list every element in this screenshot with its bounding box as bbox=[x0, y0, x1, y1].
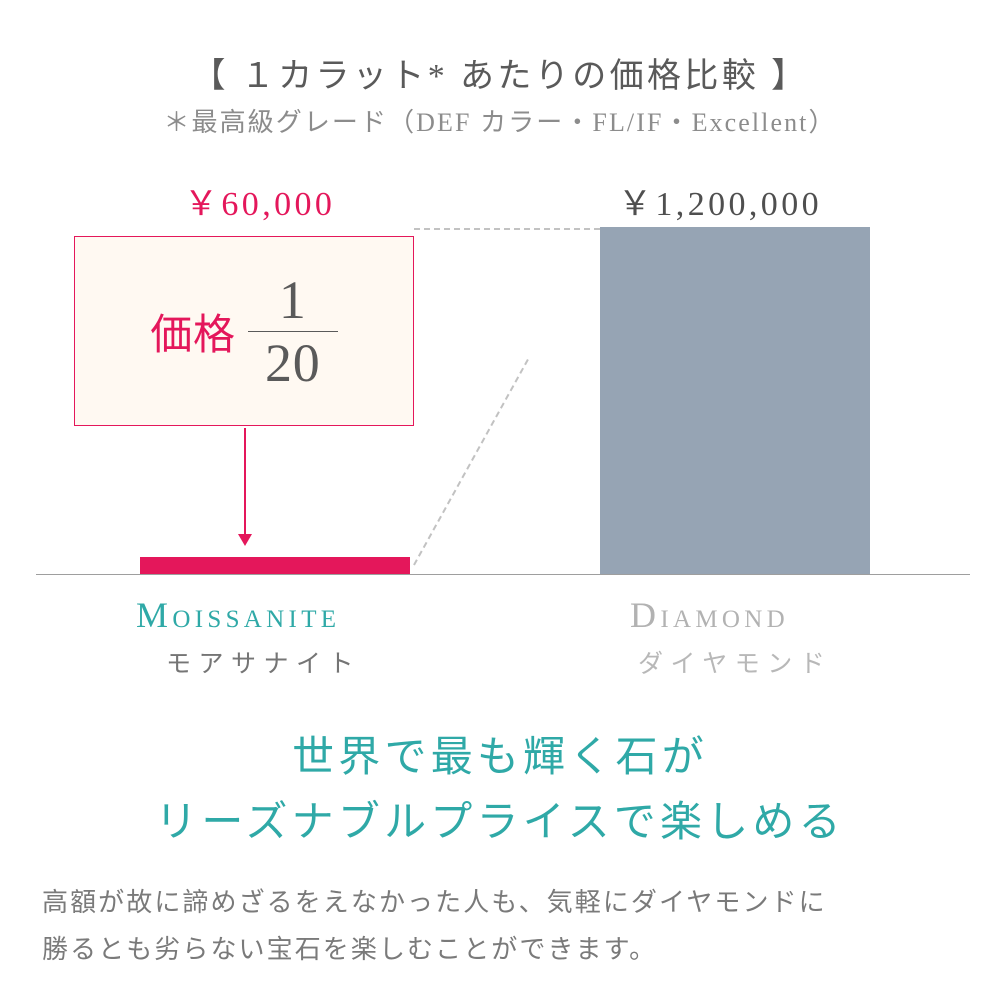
body-text: 高額が故に諦めざるをえなかった人も、気軽にダイヤモンドに 勝るとも劣らない宝石を… bbox=[42, 880, 827, 974]
headline: 世界で最も輝く石が リーズナブルプライスで楽しめる bbox=[0, 726, 1000, 856]
page-subtitle: ＊最高級グレード（DEF カラー・FL/IF・Excellent） bbox=[0, 102, 1000, 139]
body-line1: 高額が故に諦めざるをえなかった人も、気軽にダイヤモンドに bbox=[42, 888, 827, 917]
callout-box: 価格 1 20 bbox=[74, 236, 414, 426]
callout-arrow bbox=[244, 428, 252, 546]
fraction-denominator: 20 bbox=[265, 332, 321, 394]
callout-fraction: 1 20 bbox=[248, 269, 338, 394]
arrow-line bbox=[244, 428, 246, 534]
bar-moissanite bbox=[140, 557, 410, 574]
price-moissanite: ￥60,000 bbox=[184, 176, 335, 225]
label-en-moissanite: Moissanite bbox=[136, 594, 340, 636]
fraction-numerator: 1 bbox=[279, 269, 307, 331]
chart-baseline bbox=[36, 574, 970, 575]
bar-diamond bbox=[600, 227, 870, 574]
arrow-head-icon bbox=[238, 534, 252, 546]
callout-label: 価格 bbox=[150, 301, 236, 362]
body-line2: 勝るとも劣らない宝石を楽しむことができます。 bbox=[42, 935, 657, 964]
label-jp-moissanite: モアサナイト bbox=[166, 644, 361, 680]
price-diamond: ￥1,200,000 bbox=[618, 176, 822, 225]
label-en-diamond: Diamond bbox=[630, 594, 789, 636]
page-title: 【 １カラット* あたりの価格比較 】 bbox=[0, 48, 1000, 97]
label-jp-diamond: ダイヤモンド bbox=[638, 644, 832, 680]
headline-line1: 世界で最も輝く石が bbox=[292, 735, 708, 781]
dashed-connector-1 bbox=[413, 359, 529, 566]
headline-line2: リーズナブルプライスで楽しめる bbox=[155, 800, 845, 846]
dashed-connector-2 bbox=[414, 228, 600, 230]
